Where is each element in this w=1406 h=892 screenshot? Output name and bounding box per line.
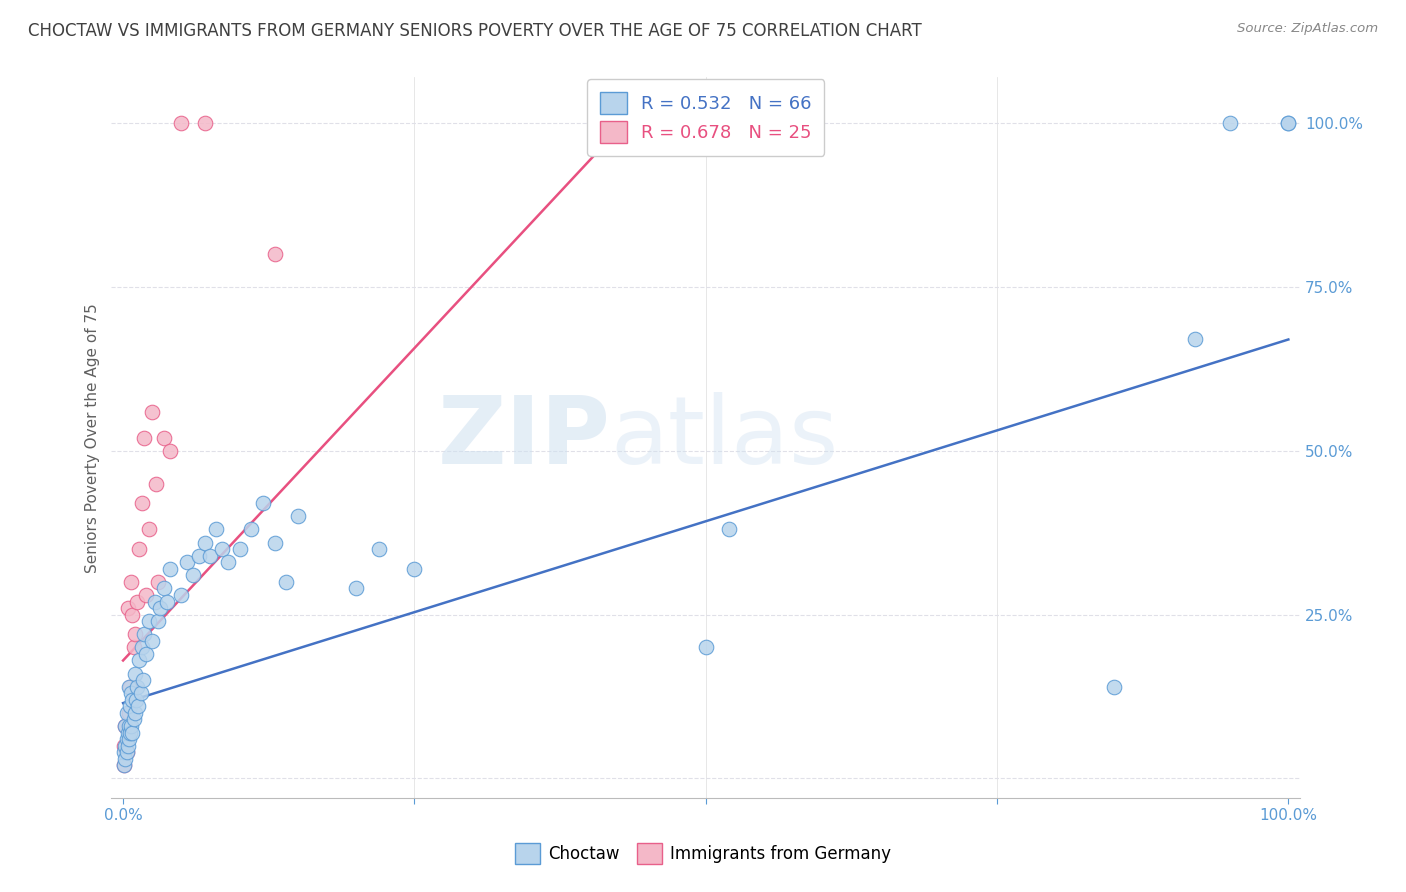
Text: atlas: atlas [610,392,839,483]
Point [252,496,274,510]
Point [211,542,233,557]
Point [1102,680,1125,694]
Point [124,627,146,641]
Point [112,758,135,772]
Point [129,686,152,700]
Point [124,706,146,720]
Point [118,719,141,733]
Text: CHOCTAW VS IMMIGRANTS FROM GERMANY SENIORS POVERTY OVER THE AGE OF 75 CORRELATIO: CHOCTAW VS IMMIGRANTS FROM GERMANY SENIO… [28,22,922,40]
Point [176,555,198,569]
Point [138,614,160,628]
Point [117,601,139,615]
Point [194,116,217,130]
Legend: R = 0.532   N = 66, R = 0.678   N = 25: R = 0.532 N = 66, R = 0.678 N = 25 [588,79,824,156]
Point [263,247,285,261]
Point [287,509,309,524]
Point [117,739,139,753]
Point [187,549,209,563]
Point [146,574,169,589]
Point [1277,116,1299,130]
Point [276,574,298,589]
Point [112,745,135,759]
Point [125,594,148,608]
Point [368,542,391,557]
Point [114,719,136,733]
Point [128,653,150,667]
Point [153,431,176,445]
Point [228,542,250,557]
Point [1277,116,1299,130]
Point [695,640,717,655]
Point [132,431,155,445]
Point [240,523,263,537]
Point [125,680,148,694]
Point [120,686,142,700]
Point [120,725,142,739]
Point [132,673,155,687]
Point [153,582,176,596]
Point [114,719,136,733]
Point [205,523,228,537]
Point [120,680,142,694]
Point [112,758,135,772]
Y-axis label: Seniors Poverty Over the Age of 75: Seniors Poverty Over the Age of 75 [86,303,100,573]
Point [128,542,150,557]
Point [115,745,138,759]
Point [141,404,163,418]
Point [121,693,143,707]
Point [122,640,145,655]
Point [135,647,157,661]
Point [200,549,222,563]
Point [121,607,143,622]
Point [127,699,149,714]
Point [131,496,153,510]
Point [263,535,285,549]
Point [1219,116,1241,130]
Point [404,562,426,576]
Point [718,523,741,537]
Point [217,555,239,569]
Point [120,719,142,733]
Point [125,693,148,707]
Point [114,752,136,766]
Point [124,666,146,681]
Point [122,713,145,727]
Point [170,588,193,602]
Point [118,680,141,694]
Point [115,706,138,720]
Point [132,627,155,641]
Text: ZIP: ZIP [437,392,610,483]
Point [344,582,367,596]
Point [149,601,172,615]
Point [143,594,166,608]
Point [112,739,135,753]
Point [118,732,141,747]
Point [141,633,163,648]
Point [135,588,157,602]
Point [131,640,153,655]
Point [114,739,136,753]
Point [117,725,139,739]
Point [115,732,138,747]
Point [145,476,167,491]
Legend: Choctaw, Immigrants from Germany: Choctaw, Immigrants from Germany [509,837,897,871]
Point [118,706,141,720]
Point [120,574,142,589]
Point [159,443,181,458]
Text: Source: ZipAtlas.com: Source: ZipAtlas.com [1237,22,1378,36]
Point [120,699,142,714]
Point [194,535,217,549]
Point [138,523,160,537]
Point [156,594,179,608]
Point [115,745,138,759]
Point [181,568,204,582]
Point [1184,333,1206,347]
Point [121,725,143,739]
Point [170,116,193,130]
Point [146,614,169,628]
Point [159,562,181,576]
